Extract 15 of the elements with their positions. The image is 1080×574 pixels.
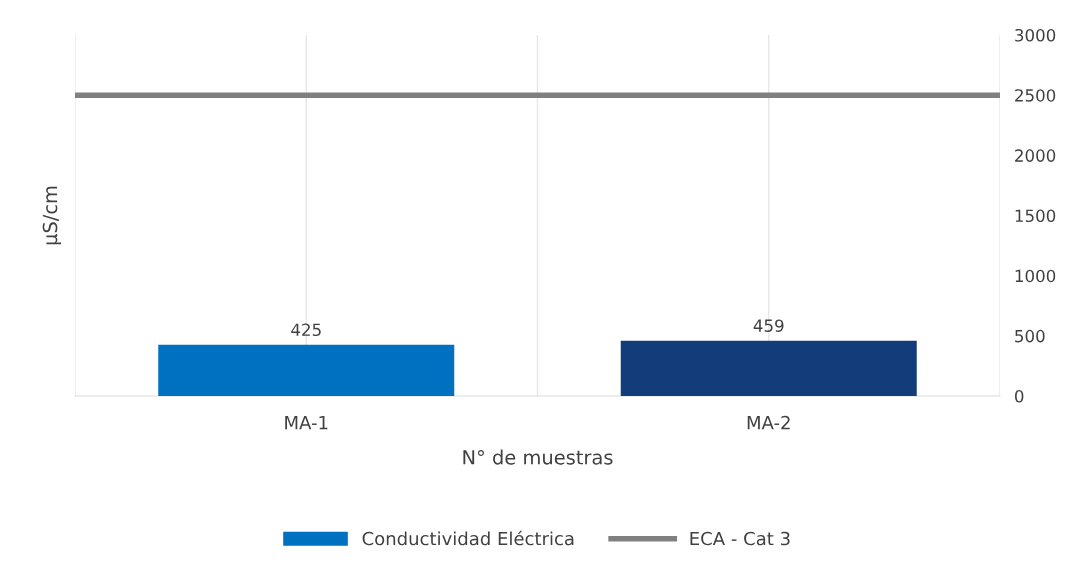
y-tick-label: 0 bbox=[1014, 389, 1024, 403]
data-label: 459 bbox=[753, 319, 784, 332]
legend-label: Conductividad Eléctrica bbox=[362, 530, 574, 546]
y-axis-title: µS/cm bbox=[42, 186, 62, 245]
x-axis-title: N° de muestras bbox=[463, 449, 613, 465]
y-tick-label: 1500 bbox=[1015, 209, 1056, 223]
y-tick-label: 3000 bbox=[1015, 28, 1056, 42]
x-tick-label: MA-1 bbox=[285, 416, 328, 430]
y-tick-label: 2000 bbox=[1015, 149, 1056, 162]
y-tick-label: 500 bbox=[1015, 329, 1045, 343]
x-tick-label: MA-2 bbox=[747, 415, 790, 430]
y-tick-label: 1000 bbox=[1015, 269, 1056, 283]
data-label: 425 bbox=[291, 323, 321, 337]
y-tick-label: 2500 bbox=[1015, 89, 1056, 102]
legend-label: ECA - Cat 3 bbox=[690, 531, 790, 546]
